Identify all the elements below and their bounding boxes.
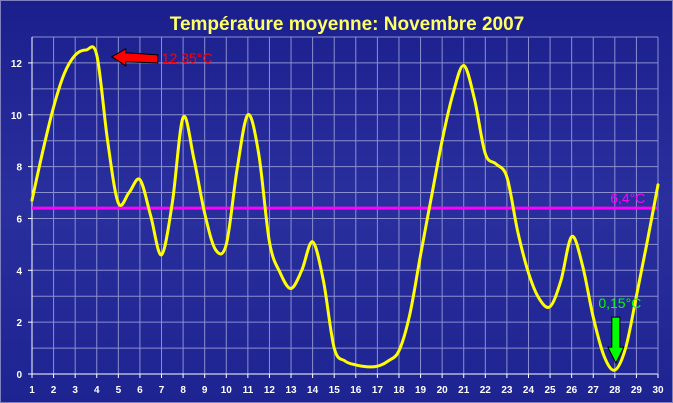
x-tick-label: 30 bbox=[652, 385, 664, 396]
min-arrow bbox=[607, 316, 625, 365]
x-tick-label: 8 bbox=[180, 385, 186, 396]
x-tick-label: 21 bbox=[458, 385, 470, 396]
tick-labels: 1 2 3 4 5 6 7 8 9 10 11 12 13 14 15 16 17 18 19 20 21 22 23 24 2… bbox=[11, 59, 664, 396]
x-tick-label: 18 bbox=[393, 385, 405, 396]
x-tick-label: 14 bbox=[307, 385, 319, 396]
x-tick-label: 9 bbox=[202, 385, 208, 396]
y-tick-label: 2 bbox=[16, 318, 22, 329]
x-tick-label: 7 bbox=[159, 385, 165, 396]
max-label: 12,35°C bbox=[162, 50, 213, 66]
chart-title: Température moyenne: Novembre 2007 bbox=[170, 14, 524, 35]
x-tick-label: 11 bbox=[243, 385, 254, 396]
x-tick-label: 5 bbox=[116, 385, 122, 396]
x-tick-label: 28 bbox=[609, 385, 621, 396]
x-tick-label: 1 bbox=[29, 385, 35, 396]
max-arrow bbox=[110, 47, 159, 67]
x-tick-label: 20 bbox=[437, 385, 449, 396]
x-tick-label: 15 bbox=[329, 385, 341, 396]
x-tick-label: 27 bbox=[588, 385, 600, 396]
y-tick-label: 0 bbox=[16, 370, 22, 381]
y-tick-label: 12 bbox=[11, 59, 23, 70]
series-group bbox=[30, 45, 660, 372]
x-tick-label: 24 bbox=[523, 385, 535, 396]
reference-line-group: 6,4°C bbox=[32, 190, 658, 210]
x-tick-label: 16 bbox=[350, 385, 362, 396]
x-tick-label: 19 bbox=[415, 385, 427, 396]
axes bbox=[28, 37, 659, 378]
x-tick-label: 22 bbox=[480, 385, 492, 396]
x-tick-label: 6 bbox=[137, 385, 143, 396]
y-tick-label: 8 bbox=[16, 163, 22, 174]
x-tick-label: 17 bbox=[372, 385, 384, 396]
x-tick-label: 23 bbox=[501, 385, 513, 396]
x-tick-label: 25 bbox=[545, 385, 557, 396]
x-tick-label: 2 bbox=[51, 385, 57, 396]
x-tick-label: 12 bbox=[264, 385, 276, 396]
x-tick-label: 29 bbox=[631, 385, 643, 396]
x-tick-label: 10 bbox=[221, 385, 233, 396]
y-tick-label: 10 bbox=[11, 111, 23, 122]
x-tick-label: 3 bbox=[72, 385, 78, 396]
y-tick-label: 4 bbox=[16, 266, 22, 277]
average-label: 6,4°C bbox=[610, 190, 645, 206]
y-tick-label: 6 bbox=[16, 214, 22, 225]
min-label: 0,15°C bbox=[598, 295, 641, 311]
temperature-line bbox=[30, 45, 660, 372]
grid-lines bbox=[32, 36, 659, 374]
x-tick-label: 13 bbox=[285, 385, 297, 396]
x-tick-label: 4 bbox=[94, 385, 100, 396]
x-tick-label: 26 bbox=[566, 385, 578, 396]
annotations-group: 12,35°C 0,15°C bbox=[110, 47, 641, 365]
